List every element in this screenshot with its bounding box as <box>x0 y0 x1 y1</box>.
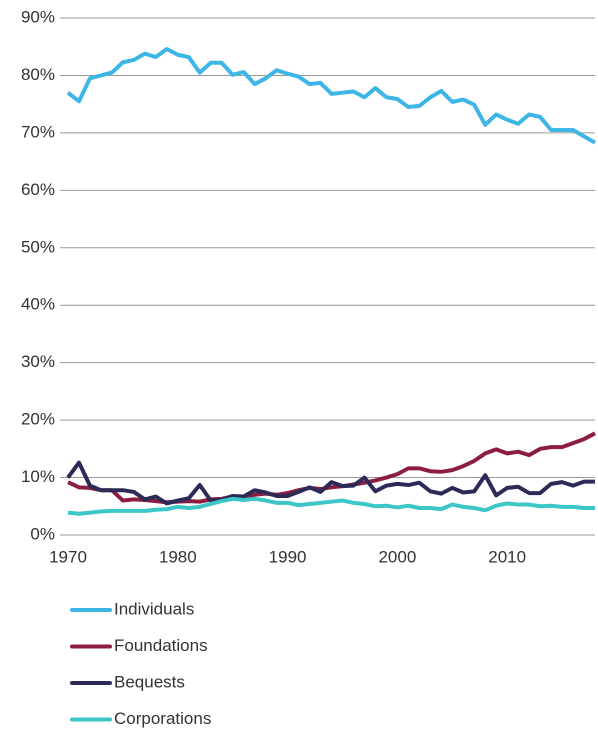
legend-label: Foundations <box>114 636 208 655</box>
y-tick-label: 40% <box>21 295 55 314</box>
y-tick-label: 60% <box>21 180 55 199</box>
x-tick-label: 1990 <box>269 547 307 566</box>
series-line <box>66 47 596 145</box>
y-tick-label: 10% <box>21 467 55 486</box>
legend-label: Corporations <box>114 709 211 728</box>
legend-label: Bequests <box>114 672 185 691</box>
y-tick-label: 90% <box>21 7 55 26</box>
x-tick-label: 1970 <box>49 547 87 566</box>
y-tick-label: 80% <box>21 65 55 84</box>
y-tick-label: 0% <box>30 524 55 543</box>
y-tick-label: 50% <box>21 237 55 256</box>
series-line <box>67 431 596 505</box>
series-line <box>67 496 595 516</box>
y-tick-label: 20% <box>21 410 55 429</box>
series-line <box>66 460 595 506</box>
x-tick-label: 2010 <box>488 547 526 566</box>
legend-label: Individuals <box>114 599 194 618</box>
x-tick-label: 1980 <box>159 547 197 566</box>
y-tick-label: 70% <box>21 122 55 141</box>
y-tick-label: 30% <box>21 352 55 371</box>
x-tick-label: 2000 <box>378 547 416 566</box>
